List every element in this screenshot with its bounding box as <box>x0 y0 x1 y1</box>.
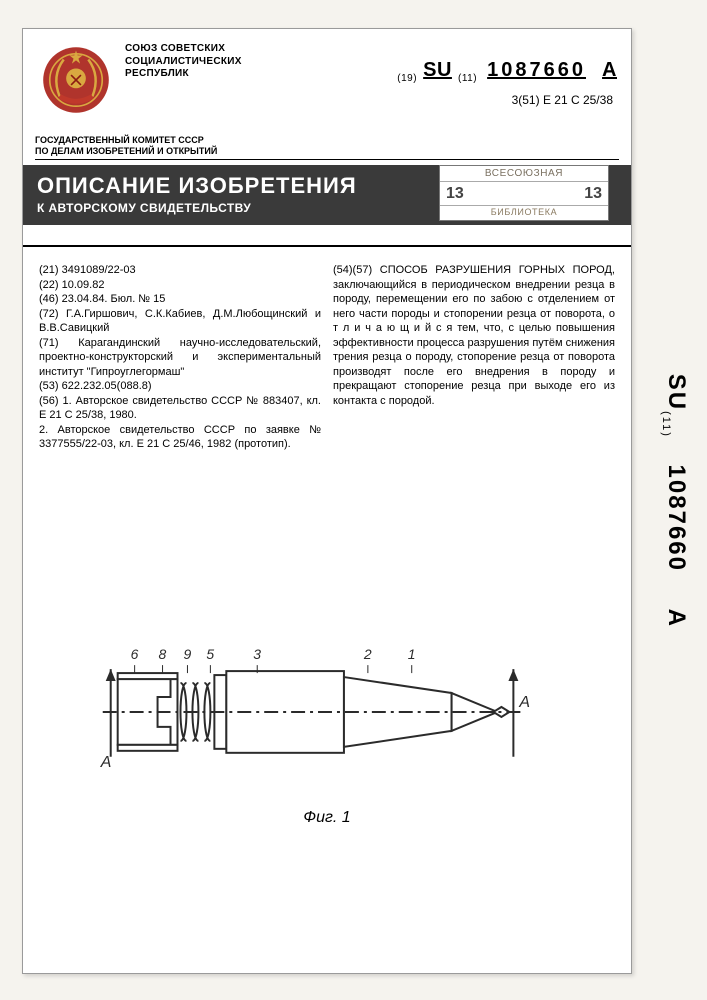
stamp-left: 13 <box>446 185 464 203</box>
committee-line: ГОСУДАРСТВЕННЫЙ КОМИТЕТ СССР <box>35 135 217 146</box>
header: СОЮЗ СОВЕТСКИХ СОЦИАЛИСТИЧЕСКИХ РЕСПУБЛИ… <box>23 29 631 247</box>
org-line: СОЦИАЛИСТИЧЕСКИХ <box>125 56 242 69</box>
svg-text:9: 9 <box>183 646 191 662</box>
figure-caption: Фиг. 1 <box>303 809 350 827</box>
code-19: (19) <box>397 73 417 84</box>
svg-text:3: 3 <box>253 646 261 662</box>
ipc-class: 3(51) Е 21 С 25/38 <box>512 93 613 107</box>
side-suffix: A <box>663 609 690 628</box>
pub-number: 1087660 <box>487 59 586 81</box>
abstract-right: (54)(57) СПОСОБ РАЗРУШЕНИЯ ГОРНЫХ ПОРОД,… <box>333 263 615 507</box>
ipc-code: Е 21 С 25/38 <box>543 93 613 107</box>
committee: ГОСУДАРСТВЕННЫЙ КОМИТЕТ СССР ПО ДЕЛАМ ИЗ… <box>35 135 217 158</box>
side-pubnumber: SU(11) 1087660 A <box>643 28 707 974</box>
library-stamp: ВСЕСОЮЗНАЯ 13 13 БИБЛИОТЕКА <box>439 165 609 221</box>
svg-text:2: 2 <box>363 646 372 662</box>
country-code: SU <box>423 59 452 81</box>
figure-1: А А 6 895 3 2 1 <box>23 569 631 829</box>
svg-text:8: 8 <box>159 646 167 662</box>
svg-text:А: А <box>100 754 112 771</box>
org-line: СОЮЗ СОВЕТСКИХ <box>125 43 242 56</box>
side-country: SU <box>663 374 690 411</box>
svg-text:6: 6 <box>131 646 139 662</box>
stamp-right: 13 <box>584 185 602 203</box>
ipc-label: 3(51) <box>512 93 540 107</box>
side-number: 1087660 <box>663 465 690 572</box>
org-name: СОЮЗ СОВЕТСКИХ СОЦИАЛИСТИЧЕСКИХ РЕСПУБЛИ… <box>125 43 242 81</box>
ussr-emblem-icon <box>35 39 117 121</box>
svg-text:1: 1 <box>408 646 416 662</box>
pub-suffix: A <box>602 59 617 81</box>
rule-line <box>35 159 619 160</box>
committee-line: ПО ДЕЛАМ ИЗОБРЕТЕНИЙ И ОТКРЫТИЙ <box>35 146 217 157</box>
org-line: РЕСПУБЛИК <box>125 68 242 81</box>
publication-number: (19) SU (11) 1087660 A <box>397 59 617 84</box>
body-columns: (21) 3491089/22-03 (22) 10.09.82 (46) 23… <box>23 247 631 507</box>
code-11: (11) <box>458 73 477 84</box>
stamp-bottom: БИБЛИОТЕКА <box>440 206 608 217</box>
svg-text:А: А <box>518 694 530 711</box>
stamp-top: ВСЕСОЮЗНАЯ <box>440 166 608 182</box>
svg-text:5: 5 <box>206 646 214 662</box>
patent-page: СОЮЗ СОВЕТСКИХ СОЦИАЛИСТИЧЕСКИХ РЕСПУБЛИ… <box>22 28 632 974</box>
biblio-left: (21) 3491089/22-03 (22) 10.09.82 (46) 23… <box>39 263 321 507</box>
